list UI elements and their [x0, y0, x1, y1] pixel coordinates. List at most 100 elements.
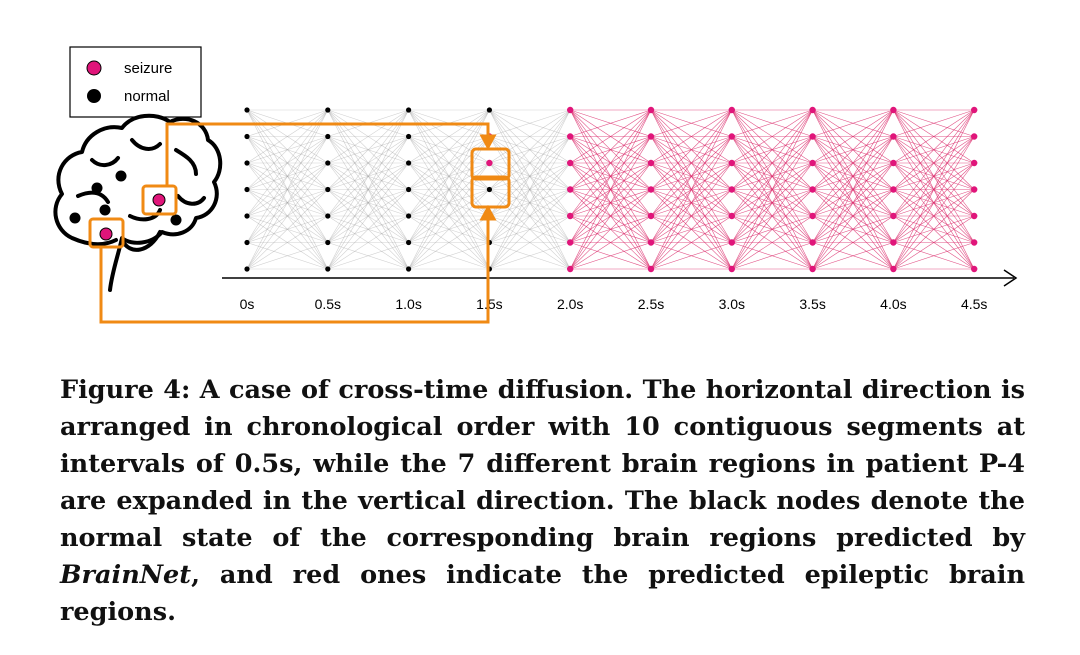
- network-edge: [408, 136, 490, 164]
- network-edge: [569, 109, 652, 190]
- network-edge: [408, 136, 490, 164]
- network-edge: [327, 136, 409, 270]
- network-edge: [246, 189, 328, 243]
- brain-fold-5: [176, 194, 206, 206]
- network-edges: [246, 109, 975, 270]
- seizure-node: [647, 265, 655, 273]
- network-edge: [650, 109, 733, 270]
- network-edge: [408, 189, 490, 217]
- network-edge: [327, 162, 409, 217]
- network-edge: [327, 109, 409, 164]
- legend: seizure normal: [69, 46, 202, 118]
- seizure-node: [567, 212, 574, 220]
- network-edge: [408, 162, 490, 190]
- network-edge: [489, 189, 571, 217]
- network-edge: [408, 109, 490, 243]
- normal-node: [244, 239, 250, 246]
- network-edge: [489, 109, 571, 137]
- normal-node: [325, 160, 331, 166]
- time-tick-label: 4.0s: [880, 296, 906, 312]
- time-tick-label: 2.5s: [638, 296, 664, 312]
- highlight-box-node-1: [470, 147, 511, 181]
- network-edge: [327, 162, 409, 270]
- network-edge: [246, 109, 329, 270]
- seizure-node: [567, 133, 574, 140]
- legend-seizure-label: seizure: [124, 60, 172, 77]
- time-tick-label: 3.5s: [799, 296, 825, 312]
- caption-text-2: , and red ones indicate the predicted ep…: [60, 560, 1025, 627]
- network-edge: [489, 109, 571, 270]
- network-edge: [408, 189, 490, 243]
- network-edge: [893, 162, 975, 270]
- network-edge: [489, 109, 571, 164]
- network-edge: [246, 242, 328, 270]
- legend-box: [69, 46, 202, 118]
- network-edge: [489, 136, 571, 270]
- network-edge: [489, 162, 571, 217]
- caption-text-1: The horizontal direction is arranged in …: [60, 375, 1025, 553]
- caption-model-name: BrainNet: [60, 560, 192, 590]
- diffusion-figure: seizure normal 0s 0.5s 1.0s 1.5s 2.0s 2.5s 3.0…: [53, 46, 1018, 324]
- network-edge: [731, 162, 813, 270]
- network-edge: [327, 162, 409, 217]
- seizure-node: [728, 212, 735, 220]
- network-edge: [246, 189, 329, 270]
- network-edge: [408, 215, 490, 243]
- brain-node-normal: [115, 170, 127, 182]
- seizure-node: [728, 239, 735, 246]
- network-edge: [650, 109, 733, 190]
- network-edge: [246, 162, 329, 243]
- network-edge: [731, 215, 813, 270]
- network-edge: [246, 215, 328, 243]
- network-edge: [408, 162, 490, 217]
- network-edge: [327, 136, 409, 190]
- seizure-node: [809, 265, 816, 273]
- network-edge: [327, 109, 409, 164]
- network-edge: [489, 242, 571, 270]
- network-edge: [489, 136, 571, 190]
- network-edge: [327, 136, 409, 217]
- network-edge: [812, 242, 894, 270]
- network-edge: [327, 109, 409, 217]
- network-edge: [246, 215, 328, 243]
- time-tick-label: 1.0s: [395, 296, 421, 312]
- brain-fold-3: [174, 148, 198, 176]
- network-edge: [489, 109, 571, 137]
- network-edge: [489, 109, 571, 243]
- seizure-node: [971, 239, 978, 246]
- network-edge: [812, 189, 894, 270]
- seizure-node: [809, 212, 816, 220]
- network-edge: [408, 215, 490, 243]
- network-edge: [327, 215, 409, 270]
- network-edge: [408, 109, 490, 217]
- network-edge: [327, 162, 409, 190]
- network-edge: [489, 109, 571, 217]
- network-edge: [246, 136, 329, 270]
- network-edge: [569, 109, 652, 217]
- network-edge: [650, 136, 733, 270]
- network-edge: [408, 189, 490, 217]
- network-edge: [489, 136, 571, 270]
- network-edge: [570, 242, 652, 270]
- network-edge: [893, 109, 975, 137]
- seizure-node: [647, 212, 655, 220]
- network-edge: [893, 215, 975, 270]
- seizure-node: [890, 239, 897, 246]
- network-edge: [569, 162, 652, 270]
- normal-node: [406, 160, 412, 166]
- network-edge: [408, 109, 490, 270]
- network-edge: [246, 162, 328, 217]
- network-edge: [408, 242, 490, 270]
- network-edge: [327, 189, 409, 217]
- network-edge: [246, 215, 328, 270]
- seizure-node: [809, 106, 816, 114]
- network-edge: [731, 109, 813, 243]
- network-edge: [569, 109, 652, 243]
- network-edge: [246, 162, 328, 190]
- network-edge: [327, 189, 409, 217]
- network-edge: [408, 215, 490, 270]
- network-edge: [246, 162, 329, 270]
- network-edge: [246, 136, 328, 190]
- network-edge: [650, 189, 733, 270]
- normal-node: [406, 186, 412, 193]
